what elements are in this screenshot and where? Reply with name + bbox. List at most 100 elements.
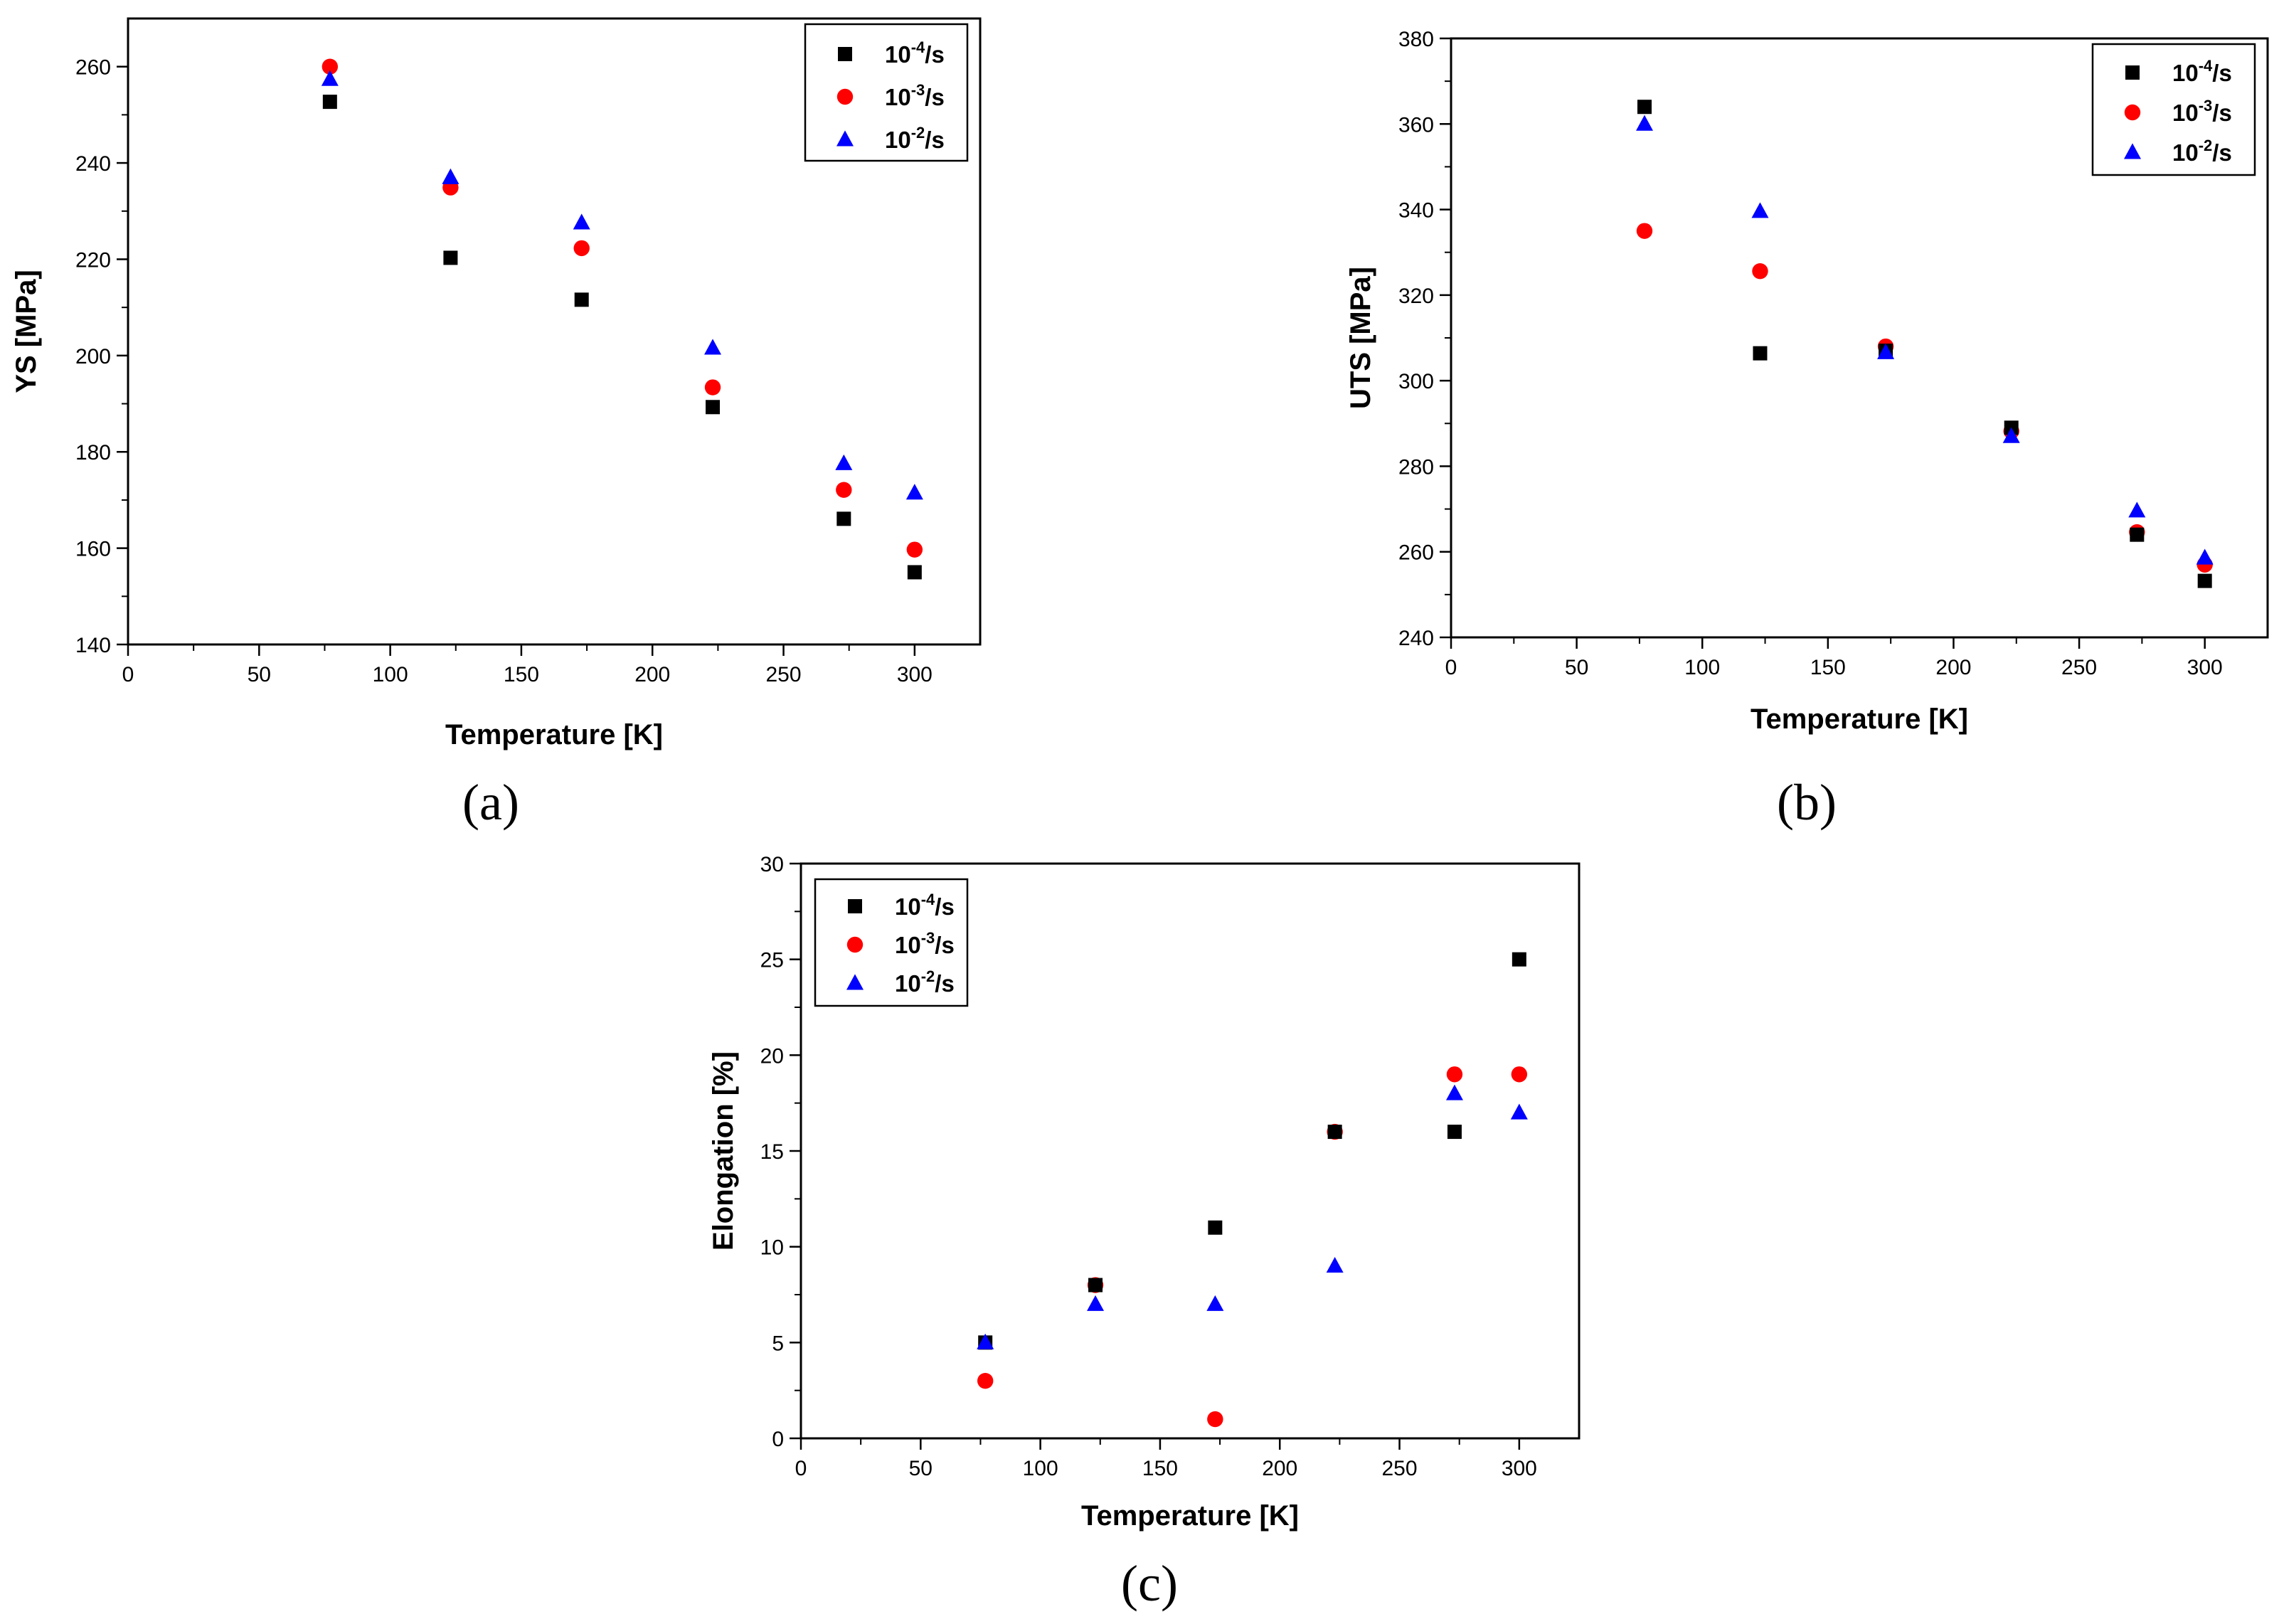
x-tick-label: 200 — [634, 663, 670, 686]
legend-marker-square — [848, 899, 862, 913]
y-tick-label: 300 — [1398, 370, 1434, 393]
x-tick-label: 0 — [122, 663, 134, 686]
x-axis-title: Temperature [K] — [1081, 1500, 1299, 1532]
y-tick-label: 280 — [1398, 455, 1434, 479]
y-tick-label: 360 — [1398, 113, 1434, 137]
y-axis-title: Elongation [%] — [708, 1051, 739, 1251]
data-point-triangle — [1635, 115, 1653, 131]
y-tick-label: 30 — [760, 853, 784, 876]
x-tick-label: 300 — [897, 663, 933, 686]
data-point-circle — [1752, 262, 1768, 280]
data-point-square — [1512, 952, 1526, 967]
legend-frame — [814, 878, 969, 1007]
chart-panel-a: 0 50 100 150 200 250 300140160180200220240260 … — [11, 17, 982, 831]
legend-label: 10-4/s — [895, 891, 955, 920]
axis-ticks: 0 50 100 150 200 250 300 140 160 180 200 220 240 260 — [75, 56, 933, 686]
data-point-triangle — [1510, 1103, 1528, 1120]
y-tick-label: 20 — [760, 1044, 784, 1068]
x-axis-title: Temperature [K] — [1751, 704, 1968, 735]
y-tick-label: 160 — [75, 538, 111, 561]
y-axis-title: YS [MPa] — [11, 270, 42, 393]
data-point-square — [574, 292, 589, 307]
data-point-triangle — [321, 70, 339, 86]
legend-marker-square — [838, 47, 852, 61]
data-marks — [321, 58, 923, 580]
legend: 10-4/s 10-3/s 10-2/s — [804, 23, 969, 162]
x-tick-label: 150 — [1810, 656, 1846, 679]
data-point-triangle — [977, 1333, 994, 1349]
x-tick-label: 0 — [795, 1457, 807, 1480]
data-point-triangle — [1206, 1295, 1224, 1311]
legend-label: 10-3/s — [895, 929, 955, 958]
x-axis-title: Temperature [K] — [445, 719, 663, 750]
x-tick-label: 100 — [1023, 1457, 1058, 1480]
legend-frame — [804, 23, 969, 162]
data-point-circle — [906, 541, 923, 558]
x-tick-label: 300 — [1502, 1457, 1537, 1480]
data-point-square — [1208, 1220, 1223, 1235]
legend-label: 10-3/s — [885, 81, 945, 110]
data-point-square — [322, 95, 337, 110]
data-point-circle — [1511, 1066, 1528, 1083]
y-tick-label: 5 — [772, 1332, 784, 1355]
data-point-triangle — [1087, 1295, 1105, 1311]
data-point-triangle — [442, 168, 459, 184]
y-tick-label: 10 — [760, 1236, 784, 1260]
data-point-square — [1637, 100, 1652, 115]
data-point-triangle — [2196, 548, 2214, 565]
y-tick-label: 320 — [1398, 285, 1434, 308]
data-point-triangle — [2128, 501, 2146, 518]
axis-ticks: 0 50 100 150 200 250 300 0 5 10 15 20 25 30 — [760, 853, 1537, 1480]
legend-label: 10-2/s — [885, 124, 945, 153]
y-tick-label: 180 — [75, 441, 111, 465]
legend-label: 10-2/s — [2172, 137, 2232, 166]
data-marks — [977, 952, 1528, 1428]
legend-label: 10-4/s — [885, 38, 945, 68]
legend-marker-circle — [2124, 104, 2141, 121]
data-point-circle — [1636, 223, 1653, 239]
legend: 10-4/s 10-3/s 10-2/s — [2091, 43, 2256, 176]
data-point-circle — [977, 1373, 994, 1389]
plot-frame — [127, 17, 982, 646]
legend: 10-4/s 10-3/s 10-2/s — [814, 878, 969, 1007]
data-point-circle — [573, 240, 590, 257]
data-point-square — [443, 250, 458, 265]
panel-label: (a) — [462, 774, 519, 831]
y-tick-label: 25 — [760, 949, 784, 972]
x-tick-label: 250 — [766, 663, 802, 686]
data-point-square — [1327, 1125, 1342, 1140]
y-tick-label: 15 — [760, 1140, 784, 1164]
x-tick-label: 250 — [2061, 656, 2097, 679]
data-point-square — [836, 511, 851, 526]
y-tick-label: 200 — [75, 345, 111, 368]
x-tick-label: 150 — [1142, 1457, 1178, 1480]
x-tick-label: 200 — [1935, 656, 1971, 679]
data-point-triangle — [835, 454, 853, 470]
data-point-square — [1088, 1278, 1103, 1293]
legend-label: 10-2/s — [895, 967, 955, 997]
y-tick-label: 220 — [75, 248, 111, 272]
data-point-circle — [1446, 1066, 1463, 1083]
legend-label: 10-4/s — [2172, 57, 2232, 86]
data-point-triangle — [1877, 343, 1895, 359]
data-point-circle — [1207, 1411, 1223, 1428]
data-point-square — [2197, 573, 2212, 588]
y-tick-label: 240 — [1398, 627, 1434, 650]
x-tick-label: 200 — [1262, 1457, 1297, 1480]
y-tick-label: 260 — [75, 56, 111, 80]
y-tick-label: 380 — [1398, 28, 1434, 51]
legend-marker-square — [2125, 65, 2140, 80]
x-tick-label: 0 — [1445, 656, 1457, 679]
legend-label: 10-3/s — [2172, 97, 2232, 126]
data-point-square — [2130, 527, 2145, 542]
data-point-triangle — [2002, 427, 2020, 443]
legend-marker-circle — [846, 936, 864, 953]
x-tick-label: 100 — [1684, 656, 1720, 679]
legend-marker-triangle — [2124, 143, 2141, 159]
chart-panel-c: 0 50 100 150 200 250 300 0 5 10 15 20 25 30 Temperatu… — [708, 853, 1581, 1612]
data-point-circle — [836, 482, 852, 498]
x-tick-label: 50 — [248, 663, 271, 686]
data-point-square — [1753, 346, 1768, 361]
legend-frame — [2091, 43, 2256, 176]
